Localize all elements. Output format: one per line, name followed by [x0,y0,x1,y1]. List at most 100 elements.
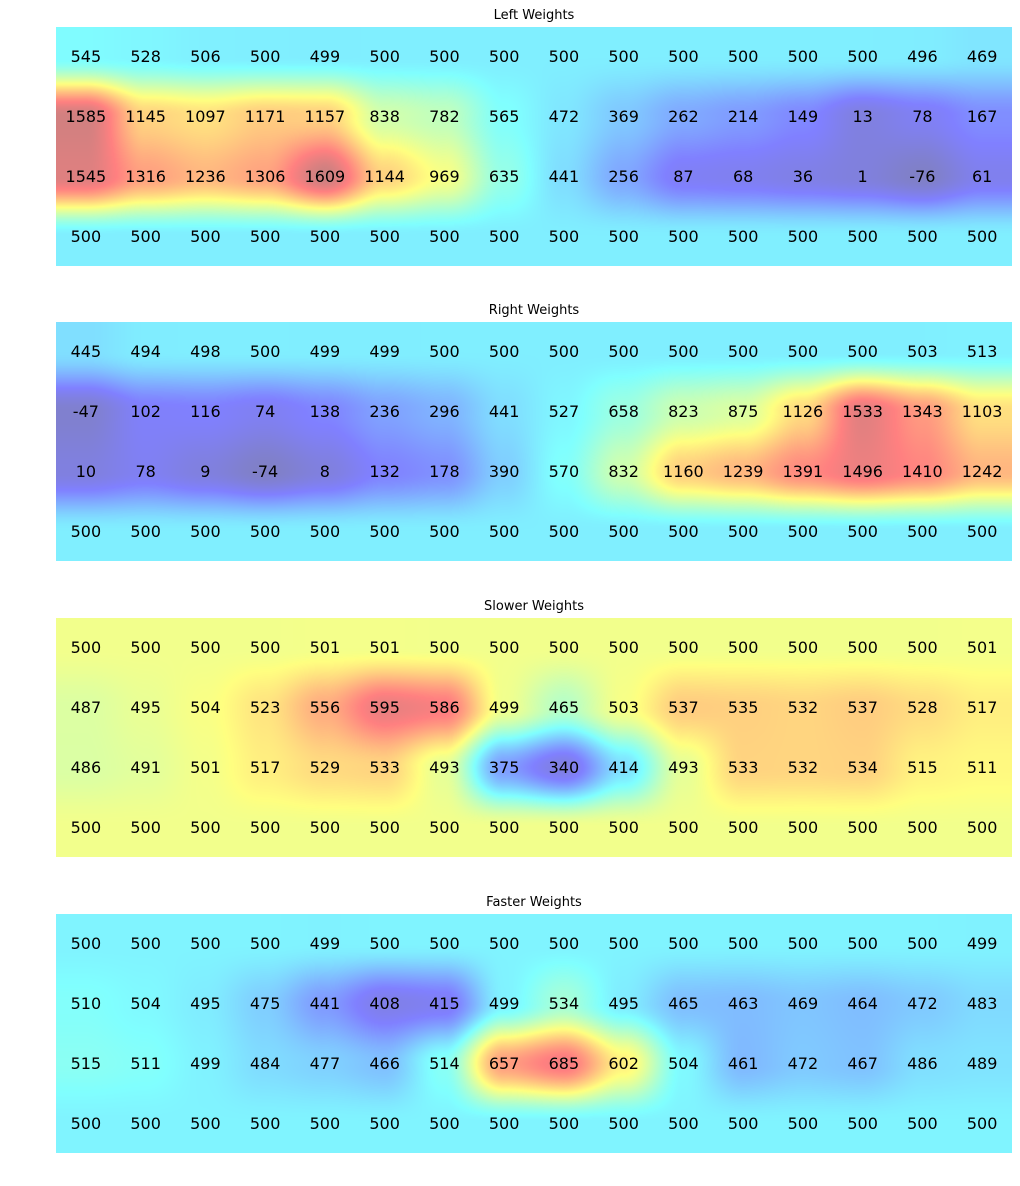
heatmap-cell-label: 500 [249,47,281,67]
heatmap-cell-label: 1343 [902,402,943,422]
heatmap-cell-label: 1391 [782,461,824,481]
heatmap-cell-label: 500 [130,226,161,246]
heatmap-cell-label: 500 [907,817,938,837]
heatmap-cell-label: 441 [548,166,580,186]
heatmap-cell-label: 500 [190,1113,221,1133]
heatmap-cell-label: 369 [608,107,639,127]
heatmap-cell-label: 463 [727,994,759,1014]
heatmap-cell-label: 464 [847,994,878,1014]
heatmap-cell-label: 499 [488,698,520,718]
heatmap-cell-label: 529 [309,757,341,777]
heatmap: 445 494 498 500 499 499 500 500 500 500 500 500 500 5… [56,322,1012,561]
heatmap-cell-label: 500 [787,817,819,837]
heatmap-cell-label: 500 [190,934,221,954]
heatmap: 500 500 500 500 501 501 500 500 500 500 500 500 500 5… [56,618,1012,857]
heatmap-cell-label: 500 [548,638,580,658]
heatmap-cell-label: 116 [190,402,221,422]
heatmap-cell-label: 500 [429,226,460,246]
heatmap-cell-label: 500 [966,521,998,541]
heatmap-cell-label: 262 [668,107,699,127]
heatmap-cell-label: 500 [548,817,580,837]
heatmap-cell-label: 1496 [842,461,883,481]
heatmap-cell-label: 494 [130,342,161,362]
heatmap-cell-label: 408 [369,994,400,1014]
heatmap-cell-label: 78 [135,461,156,481]
heatmap-cell-label: 500 [727,342,759,362]
heatmap-cell-label: 500 [130,817,161,837]
heatmap-cell-label: 1171 [244,107,286,127]
heatmap-cell-label: 1144 [364,166,405,186]
heatmap-cell-label: 535 [727,698,759,718]
heatmap-cell-label: 500 [907,1113,938,1133]
heatmap-cell-label: 1236 [185,166,226,186]
heatmap: 545 528 506 500 499 500 500 500 500 500 500 500 500 5… [56,27,1012,266]
heatmap-cell-label: 500 [847,342,878,362]
heatmap-cell-label: 10 [75,461,97,481]
heatmap-cell-label: 504 [668,1053,699,1073]
heatmap-cell-label: 500 [727,638,759,658]
panel-title: Right Weights [488,303,580,318]
heatmap-cell-label: 1585 [65,107,107,127]
heatmap-cell-label: 500 [727,817,759,837]
heatmap-cell-label: -74 [252,461,279,481]
heatmap-cell-label: 13 [852,107,873,127]
heatmap-cell-label: 500 [548,226,580,246]
heatmap-cell-label: 500 [727,1113,759,1133]
heatmap-cell-label: 500 [727,226,759,246]
heatmap-cell-label: 500 [847,47,878,67]
heatmap-cell-label: 1306 [244,166,286,186]
heatmap-cell-label: 532 [787,698,819,718]
heatmap-cell-label: 493 [429,757,460,777]
heatmap-cell-label: 500 [249,226,281,246]
heatmap-cell-label: 1545 [65,166,107,186]
heatmap-cell-label: 340 [548,757,580,777]
heatmap-cell-label: 500 [608,638,639,658]
heatmap-cell-label: 532 [787,757,819,777]
heatmap-cell-label: 969 [429,166,460,186]
heatmap-cell-label: 500 [369,817,400,837]
heatmap-cell-label: 500 [429,817,460,837]
heatmap-cell-label: 500 [787,521,819,541]
heatmap-cell-label: 500 [787,342,819,362]
heatmap-cell-label: 500 [309,1113,341,1133]
heatmap-cell-label: 500 [130,638,161,658]
heatmap-color-field [56,322,1012,561]
heatmap-cell-label: 441 [488,402,520,422]
heatmap-cell-label: 8 [319,461,330,481]
heatmap-cell-label: 465 [668,994,699,1014]
heatmap-cell-label: 586 [429,698,460,718]
heatmap-cell-label: -47 [72,402,99,422]
heatmap-cell-label: 832 [608,461,639,481]
heatmap-cell-label: 500 [847,817,878,837]
heatmap-cell-label: 500 [608,1113,639,1133]
heatmap-panel: Faster Weights 500 500 500 500 499 500 500 500 50… [0,895,1020,1153]
heatmap-cell-label: 500 [488,817,520,837]
heatmap-cell-label: 515 [907,757,938,777]
heatmap-cell-label: 445 [70,342,102,362]
heatmap-cell-label: 500 [787,226,819,246]
heatmap-cell-label: 500 [787,47,819,67]
heatmap-cell-label: 178 [429,461,460,481]
heatmap-cell-label: 469 [966,47,998,67]
heatmap-cell-label: 500 [429,638,460,658]
heatmap-cell-label: 486 [70,757,102,777]
heatmap-cell-label: 9 [200,461,211,481]
heatmap-cell-label: 1126 [782,402,824,422]
heatmap-cell-label: 500 [668,934,699,954]
heatmap-cell-label: 500 [548,521,580,541]
heatmap-cell-label: 74 [254,402,276,422]
heatmap-cell-label: 68 [732,166,754,186]
heatmap-cell-label: 500 [488,342,520,362]
heatmap-cell-label: 487 [70,698,102,718]
heatmap-cell-label: 500 [488,1113,520,1133]
heatmap-cell-label: 500 [130,1113,161,1133]
heatmap-color-field [56,27,1012,266]
heatmap-cell-label: 556 [309,698,341,718]
heatmap-cell-label: 472 [907,994,938,1014]
heatmap-cell-label: 503 [608,698,639,718]
heatmap-cell-label: 501 [369,638,400,658]
heatmap-cell-label: 823 [668,402,699,422]
heatmap-color-field [56,914,1012,1153]
heatmap-cell-label: 500 [429,521,460,541]
heatmap-cell-label: 500 [309,817,341,837]
